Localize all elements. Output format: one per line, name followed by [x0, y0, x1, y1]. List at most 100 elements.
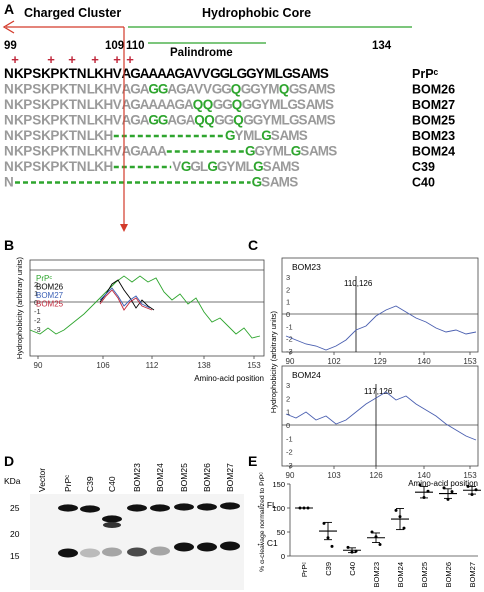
residue: L: [282, 113, 290, 128]
residue: G: [130, 113, 141, 128]
residue: G: [158, 113, 169, 128]
residue: A: [184, 66, 194, 81]
residue: A: [122, 66, 132, 81]
residue: T: [69, 144, 78, 159]
residue: P: [50, 66, 59, 81]
residue: P: [50, 144, 59, 159]
residue: L: [200, 159, 208, 174]
panel-c-bottom-name: BOM24: [292, 370, 321, 380]
residue: G: [289, 82, 300, 97]
residue: N: [77, 113, 87, 128]
residue: P: [50, 128, 59, 143]
position-99: 99: [4, 40, 17, 52]
panel-c-ylabel: Hydrophobicity (arbitrary units): [269, 310, 278, 413]
residue: G: [242, 97, 253, 112]
residue: P: [23, 144, 32, 159]
residue: G: [212, 82, 223, 97]
panel-e-data-point: [442, 486, 446, 490]
panel-e-data-point: [322, 521, 326, 525]
residue: K: [94, 128, 104, 143]
residue: G: [261, 128, 272, 143]
charge-plus-sign: +: [91, 52, 99, 67]
kda-marker: 15: [10, 551, 20, 561]
lane-label: BOM25: [179, 463, 189, 492]
residue: G: [175, 66, 186, 81]
residue: K: [14, 66, 24, 81]
residue: L: [87, 128, 95, 143]
residue: G: [287, 97, 298, 112]
residue: G: [253, 113, 264, 128]
residue: K: [14, 82, 24, 97]
residue: Y: [260, 82, 269, 97]
lane-label: BOM26: [202, 463, 212, 492]
residue: L: [229, 66, 237, 81]
residue: M: [316, 82, 327, 97]
residue: K: [59, 113, 69, 128]
sequence-label: BOM26: [412, 83, 455, 97]
residue: A: [270, 175, 280, 190]
residue: S: [299, 128, 308, 143]
series-bom25-line: [99, 289, 153, 311]
band-c1: [127, 547, 147, 557]
sequence-label: BOM23: [412, 129, 455, 143]
panel-b-y-tick: -2: [34, 316, 41, 325]
residue: Q: [279, 82, 290, 97]
residue: G: [207, 159, 218, 174]
residue: V: [203, 82, 212, 97]
residue: L: [280, 97, 288, 112]
residue: Q: [233, 113, 244, 128]
residue: G: [130, 97, 141, 112]
sequence-row-c39: N K P S K P K T N L K H V GGL GGY M L GS AM S C39: [4, 159, 435, 174]
residue: S: [263, 159, 272, 174]
residue: A: [122, 144, 132, 159]
residue: N: [77, 66, 87, 81]
series-prpc-line: [29, 275, 261, 339]
panel-b-legend-entry: BOM27: [36, 291, 64, 300]
residue: V: [193, 66, 202, 81]
residue: N: [4, 82, 14, 97]
series-bom26-line: [99, 279, 155, 311]
panel-e-y-tick: 50: [277, 528, 285, 537]
residue: G: [214, 113, 225, 128]
residue: G: [181, 159, 192, 174]
band-c1: [220, 541, 240, 551]
residue: A: [140, 82, 150, 97]
panel-b-frame: [29, 259, 265, 357]
panel-c-y-tick: 3: [286, 273, 290, 282]
residue: H: [104, 66, 114, 81]
band-c1: [174, 542, 194, 552]
residue: Y: [226, 159, 235, 174]
hydrophobic-core-label: Hydrophobic Core: [202, 6, 311, 20]
residue: A: [186, 113, 196, 128]
panel-e-category-label: BOM24: [396, 562, 405, 587]
residue: H: [104, 113, 114, 128]
band-fl: [58, 504, 78, 512]
residue: G: [130, 82, 141, 97]
residue: A: [157, 66, 167, 81]
panel-e-data-point: [306, 506, 310, 510]
panel-e-data-point: [394, 508, 398, 512]
panel-b-legend-entry: BOM26: [36, 283, 64, 292]
band-fl: [220, 502, 240, 510]
panel-c-marker-label: 110,126: [344, 279, 373, 288]
residue: Q: [232, 97, 243, 112]
residue: A: [271, 159, 281, 174]
residue: V: [113, 113, 122, 128]
panel-c-y-tick: -2: [286, 448, 293, 457]
residue: N: [77, 159, 87, 174]
residue: S: [327, 82, 336, 97]
residue: A: [186, 82, 196, 97]
panel-c-y-tick: 0: [286, 310, 290, 319]
residue: Q: [193, 97, 204, 112]
panel-c-bom24-line: [285, 391, 477, 441]
residue: T: [69, 128, 78, 143]
panel-c-x-tick: 140: [417, 357, 431, 366]
residue: A: [122, 113, 132, 128]
panel-c-x-tick: 129: [373, 357, 387, 366]
residue: G: [253, 159, 264, 174]
lane-label: BOM24: [155, 463, 165, 492]
residue: H: [104, 159, 114, 174]
residue: Q: [194, 113, 205, 128]
panel-b-x-tick: 106: [96, 361, 110, 370]
